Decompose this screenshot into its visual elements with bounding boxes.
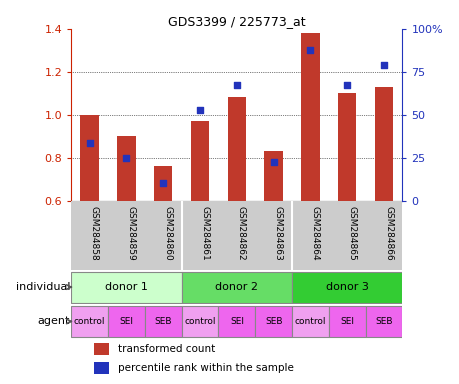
Bar bbox=[181, 271, 291, 303]
Text: GSM284862: GSM284862 bbox=[236, 206, 246, 261]
Text: control: control bbox=[184, 317, 215, 326]
Text: control: control bbox=[74, 317, 105, 326]
Bar bbox=[291, 271, 402, 303]
Bar bbox=[227, 98, 246, 200]
Bar bbox=[291, 306, 328, 337]
Text: SEI: SEI bbox=[230, 317, 243, 326]
Bar bbox=[264, 151, 282, 200]
Bar bbox=[80, 115, 99, 200]
Bar bbox=[108, 306, 145, 337]
Text: control: control bbox=[294, 317, 325, 326]
Text: SEB: SEB bbox=[375, 317, 392, 326]
Point bbox=[380, 62, 387, 68]
Point bbox=[233, 81, 240, 88]
Bar bbox=[71, 306, 108, 337]
Point bbox=[86, 139, 93, 146]
Bar bbox=[94, 343, 109, 355]
Text: GSM284858: GSM284858 bbox=[90, 206, 99, 261]
Bar bbox=[255, 306, 291, 337]
Point bbox=[196, 107, 203, 113]
Text: GSM284866: GSM284866 bbox=[383, 206, 392, 261]
Text: SEB: SEB bbox=[154, 317, 172, 326]
Point bbox=[123, 154, 130, 161]
Bar bbox=[181, 306, 218, 337]
Bar bbox=[145, 306, 181, 337]
Text: transformed count: transformed count bbox=[118, 344, 214, 354]
Bar bbox=[301, 33, 319, 200]
Bar bbox=[218, 306, 255, 337]
Text: percentile rank within the sample: percentile rank within the sample bbox=[118, 363, 293, 373]
Bar bbox=[190, 121, 209, 200]
Point bbox=[306, 47, 313, 53]
Text: GSM284861: GSM284861 bbox=[200, 206, 209, 261]
Text: SEI: SEI bbox=[340, 317, 353, 326]
Bar bbox=[154, 166, 172, 200]
Bar bbox=[117, 136, 135, 200]
Bar bbox=[94, 362, 109, 374]
Text: donor 2: donor 2 bbox=[215, 282, 258, 292]
Text: SEI: SEI bbox=[119, 317, 133, 326]
Text: individual: individual bbox=[16, 282, 70, 292]
Text: GSM284860: GSM284860 bbox=[163, 206, 172, 261]
Text: agent: agent bbox=[38, 316, 70, 326]
Bar bbox=[337, 93, 356, 200]
Bar bbox=[374, 87, 392, 200]
Point bbox=[343, 81, 350, 88]
Text: donor 1: donor 1 bbox=[105, 282, 148, 292]
Point bbox=[269, 159, 277, 165]
Title: GDS3399 / 225773_at: GDS3399 / 225773_at bbox=[168, 15, 305, 28]
Text: GSM284865: GSM284865 bbox=[347, 206, 356, 261]
Bar bbox=[71, 271, 181, 303]
Bar bbox=[328, 306, 365, 337]
Text: GSM284863: GSM284863 bbox=[273, 206, 282, 261]
Text: GSM284864: GSM284864 bbox=[310, 206, 319, 261]
Bar bbox=[365, 306, 402, 337]
Text: GSM284859: GSM284859 bbox=[126, 206, 135, 261]
Text: donor 3: donor 3 bbox=[325, 282, 368, 292]
Point bbox=[159, 180, 167, 187]
Text: SEB: SEB bbox=[264, 317, 282, 326]
